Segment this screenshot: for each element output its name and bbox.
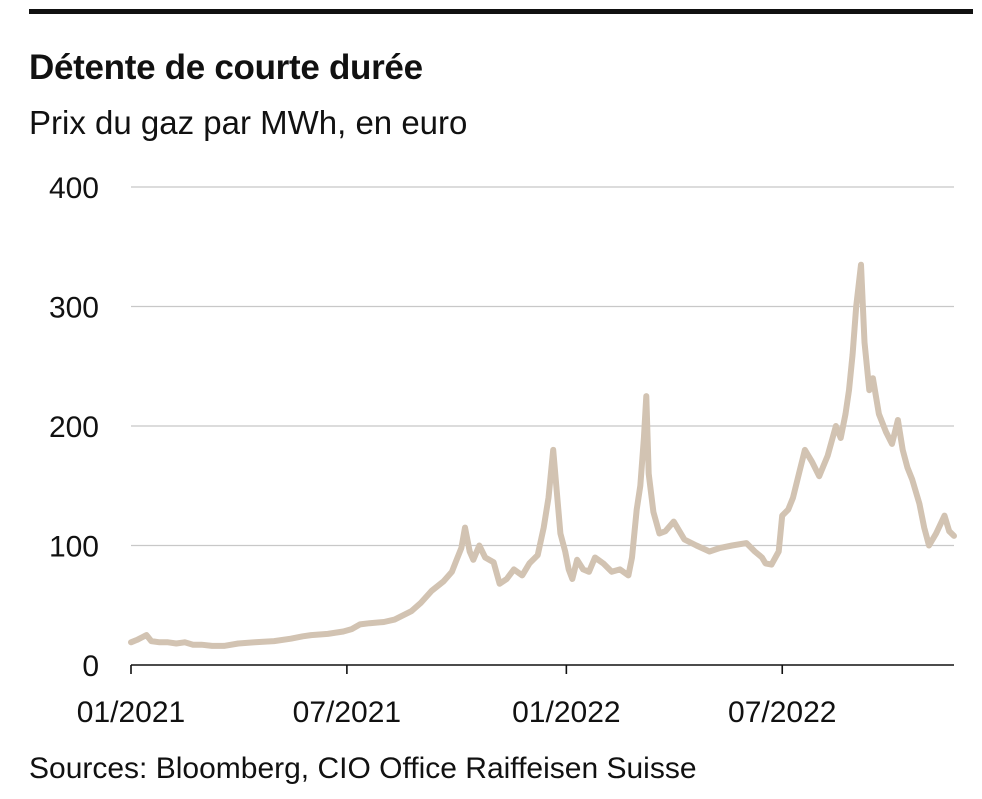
chart-title: Détente de courte durée (29, 48, 423, 87)
series-line (128, 261, 957, 649)
source-note: Sources: Bloomberg, CIO Office Raiffeise… (29, 752, 697, 785)
x-tick-label: 07/2021 (293, 696, 401, 729)
y-tick-label: 0 (82, 650, 99, 683)
series-layer (128, 261, 957, 649)
top-rule (29, 9, 973, 14)
gridlines (131, 186, 954, 547)
y-tick-label: 100 (49, 531, 99, 564)
chart-subtitle: Prix du gaz par MWh, en euro (29, 104, 468, 141)
x-tick-label: 07/2022 (728, 696, 836, 729)
x-axis: 01/2021 07/2021 01/2022 07/2022 (77, 664, 954, 729)
line-chart: 0 100 200 300 400 01/2021 07/2021 01/2022 07/20… (49, 172, 957, 729)
y-tick-label: 200 (49, 411, 99, 444)
y-axis: 0 100 200 300 400 (49, 172, 99, 683)
x-tick-label: 01/2022 (512, 696, 620, 729)
x-tick-label: 01/2021 (77, 696, 185, 729)
y-tick-label: 300 (49, 292, 99, 325)
y-tick-label: 400 (49, 172, 99, 205)
